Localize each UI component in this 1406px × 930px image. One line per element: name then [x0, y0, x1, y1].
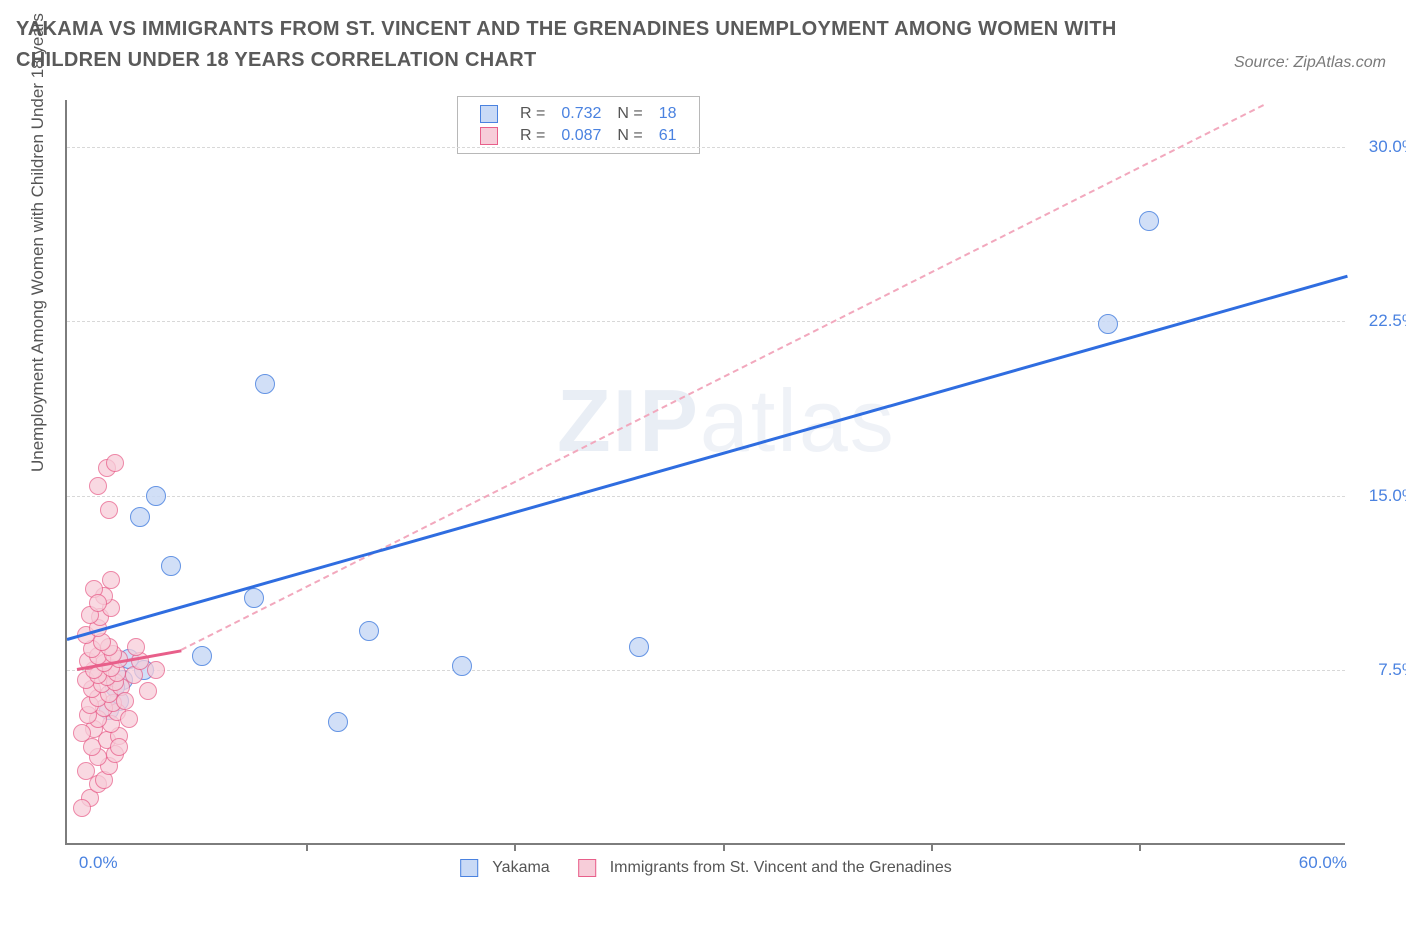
data-point [106, 454, 124, 472]
x-minor-tick [306, 843, 308, 851]
data-point [161, 556, 181, 576]
legend-series-label: Yakama [492, 859, 550, 877]
y-tick-label: 30.0% [1369, 137, 1406, 157]
data-point [147, 661, 165, 679]
series-legend: Yakama Immigrants from St. Vincent and th… [460, 859, 952, 877]
x-minor-tick [931, 843, 933, 851]
chart-title: YAKAMA VS IMMIGRANTS FROM ST. VINCENT AN… [16, 14, 1136, 76]
watermark: ZIPatlas [557, 370, 896, 472]
legend-swatch [460, 859, 478, 877]
data-point [116, 692, 134, 710]
data-point [1098, 314, 1118, 334]
legend-r-label: R = [512, 125, 553, 147]
data-point [130, 507, 150, 527]
legend-swatch [480, 105, 498, 123]
data-point [255, 374, 275, 394]
gridline-horizontal [67, 496, 1345, 497]
data-point [328, 712, 348, 732]
trendline [181, 105, 1264, 652]
source-attribution: Source: ZipAtlas.com [1234, 54, 1386, 72]
data-point [89, 477, 107, 495]
data-point [146, 486, 166, 506]
gridline-horizontal [67, 321, 1345, 322]
legend-row: R =0.732N =18 [472, 103, 685, 125]
data-point [73, 724, 91, 742]
data-point [102, 571, 120, 589]
x-minor-tick [514, 843, 516, 851]
y-tick-label: 7.5% [1378, 660, 1406, 680]
legend-n-value: 61 [651, 125, 685, 147]
y-axis-label: Unemployment Among Women with Children U… [28, 13, 48, 472]
x-tick-label: 0.0% [79, 853, 118, 873]
x-minor-tick [723, 843, 725, 851]
data-point [100, 501, 118, 519]
data-point [192, 646, 212, 666]
data-point [77, 762, 95, 780]
legend-n-label: N = [609, 103, 650, 125]
data-point [120, 710, 138, 728]
y-tick-label: 15.0% [1369, 486, 1406, 506]
plot-area: ZIPatlas R =0.732N =18R =0.087N =61 Yaka… [65, 100, 1345, 845]
legend-series-label: Immigrants from St. Vincent and the Gren… [610, 859, 952, 877]
legend-swatch [480, 127, 498, 145]
legend-row: R =0.087N =61 [472, 125, 685, 147]
y-tick-label: 22.5% [1369, 311, 1406, 331]
data-point [359, 621, 379, 641]
gridline-horizontal [67, 670, 1345, 671]
data-point [629, 637, 649, 657]
data-point [1139, 211, 1159, 231]
data-point [110, 738, 128, 756]
x-minor-tick [1139, 843, 1141, 851]
data-point [244, 588, 264, 608]
legend-n-label: N = [609, 125, 650, 147]
data-point [127, 638, 145, 656]
gridline-horizontal [67, 147, 1345, 148]
data-point [452, 656, 472, 676]
legend-r-value: 0.732 [553, 103, 609, 125]
legend-item: Yakama [460, 859, 550, 877]
legend-swatch [578, 859, 596, 877]
data-point [73, 799, 91, 817]
legend-n-value: 18 [651, 103, 685, 125]
legend-r-value: 0.087 [553, 125, 609, 147]
data-point [89, 594, 107, 612]
legend-r-label: R = [512, 103, 553, 125]
x-tick-label: 60.0% [1299, 853, 1347, 873]
legend-item: Immigrants from St. Vincent and the Gren… [578, 859, 952, 877]
data-point [139, 682, 157, 700]
trendline [67, 275, 1348, 641]
